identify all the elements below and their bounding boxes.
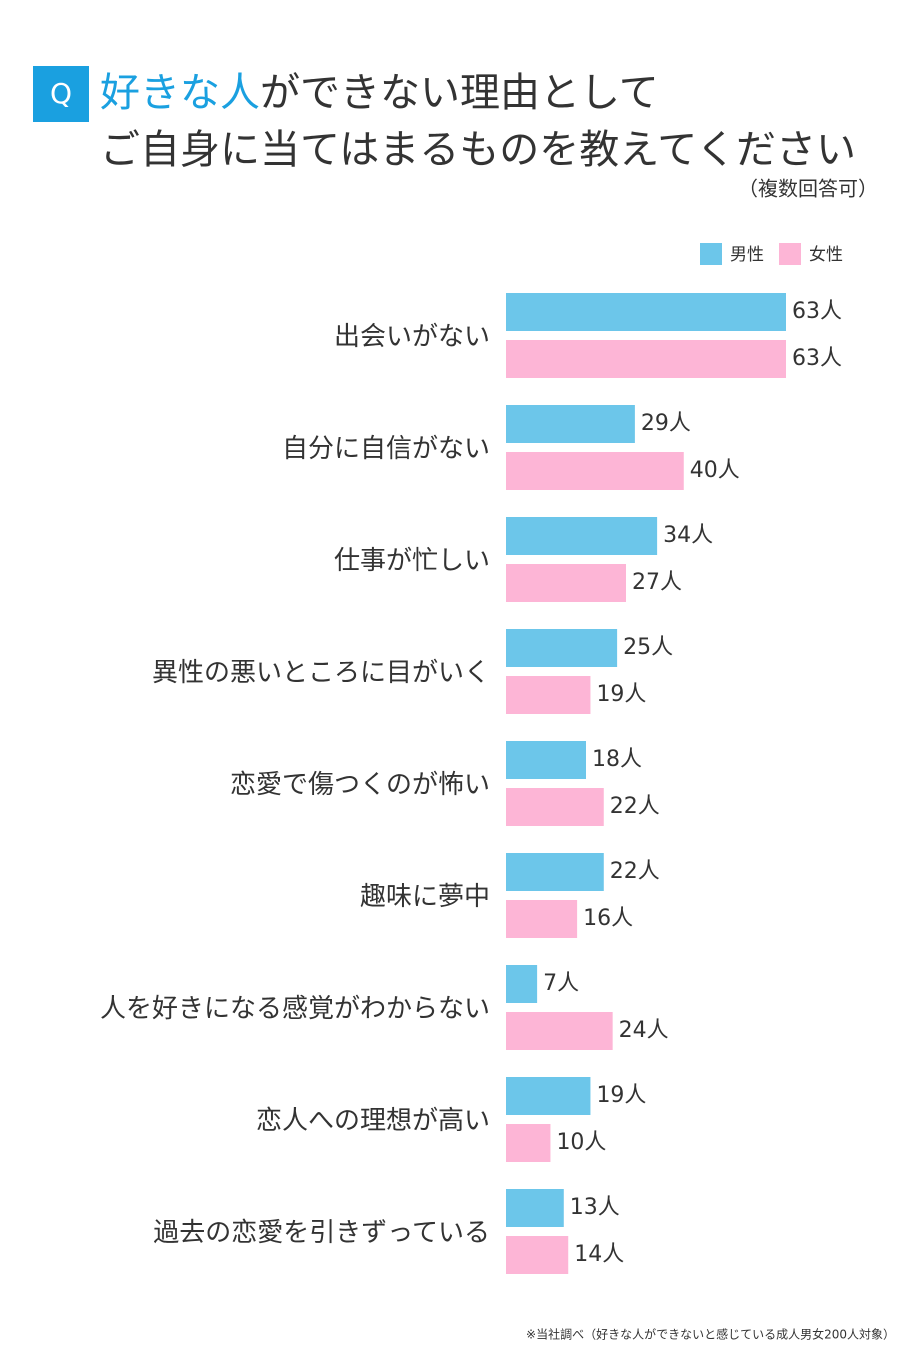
y-tick-label: 恋人への理想が高い xyxy=(256,1106,490,1136)
value-label: 19人 xyxy=(596,1083,646,1108)
bar xyxy=(506,293,786,331)
bar xyxy=(506,1012,613,1050)
value-label: 25人 xyxy=(623,635,673,660)
bar xyxy=(506,452,684,490)
q-badge xyxy=(33,66,89,122)
y-tick-label: 恋愛で傷つくのが怖い xyxy=(230,770,490,800)
bar xyxy=(506,629,618,667)
chart-title: 好きな人ができない理由として xyxy=(100,70,659,116)
bar xyxy=(506,900,578,938)
legend-swatch xyxy=(700,243,722,265)
bar xyxy=(506,853,604,891)
legend-swatch xyxy=(779,243,801,265)
bar xyxy=(506,405,635,443)
bar xyxy=(506,741,586,779)
y-tick-label: 趣味に夢中 xyxy=(360,882,490,912)
title-highlight: 好きな人 xyxy=(100,70,260,116)
bar xyxy=(506,517,658,555)
chart-title-line2: ご自身に当てはまるものを教えてください xyxy=(100,127,856,173)
legend-label: 男性 xyxy=(730,245,764,265)
y-tick-label: 異性の悪いところに目がいく xyxy=(152,658,490,688)
bar xyxy=(506,564,626,602)
bar xyxy=(506,1189,564,1227)
title-text: ができない理由として xyxy=(260,70,659,116)
subtitle: （複数回答可） xyxy=(738,177,878,201)
value-label: 24人 xyxy=(619,1018,669,1043)
y-tick-label: 過去の恋愛を引きずっている xyxy=(153,1218,490,1248)
value-label: 34人 xyxy=(663,523,713,548)
value-label: 18人 xyxy=(592,747,642,772)
bar xyxy=(506,1124,551,1162)
value-label: 22人 xyxy=(610,859,660,884)
value-label: 27人 xyxy=(632,570,682,595)
bar xyxy=(506,1077,591,1115)
value-label: 10人 xyxy=(556,1130,606,1155)
value-label: 7人 xyxy=(543,971,579,996)
value-label: 63人 xyxy=(792,299,842,324)
value-label: 40人 xyxy=(690,458,740,483)
y-tick-label: 自分に自信がない xyxy=(282,434,490,464)
value-label: 13人 xyxy=(570,1195,620,1220)
y-tick-label: 人を好きになる感覚がわからない xyxy=(100,994,490,1024)
value-label: 14人 xyxy=(574,1242,624,1267)
value-label: 19人 xyxy=(596,682,646,707)
q-mark: Q xyxy=(50,77,72,110)
bar xyxy=(506,340,786,378)
bar xyxy=(506,788,604,826)
value-label: 29人 xyxy=(641,411,691,436)
value-label: 63人 xyxy=(792,346,842,371)
legend-label: 女性 xyxy=(809,245,843,265)
footnote: ※当社調べ（好きな人ができないと感じている成人男女200人対象） xyxy=(526,1327,895,1342)
bar xyxy=(506,965,538,1003)
y-tick-label: 仕事が忙しい xyxy=(334,546,490,576)
bar xyxy=(506,1236,569,1274)
bar xyxy=(506,676,591,714)
value-label: 22人 xyxy=(610,794,660,819)
value-label: 16人 xyxy=(583,906,633,931)
y-tick-label: 出会いがない xyxy=(334,322,490,352)
